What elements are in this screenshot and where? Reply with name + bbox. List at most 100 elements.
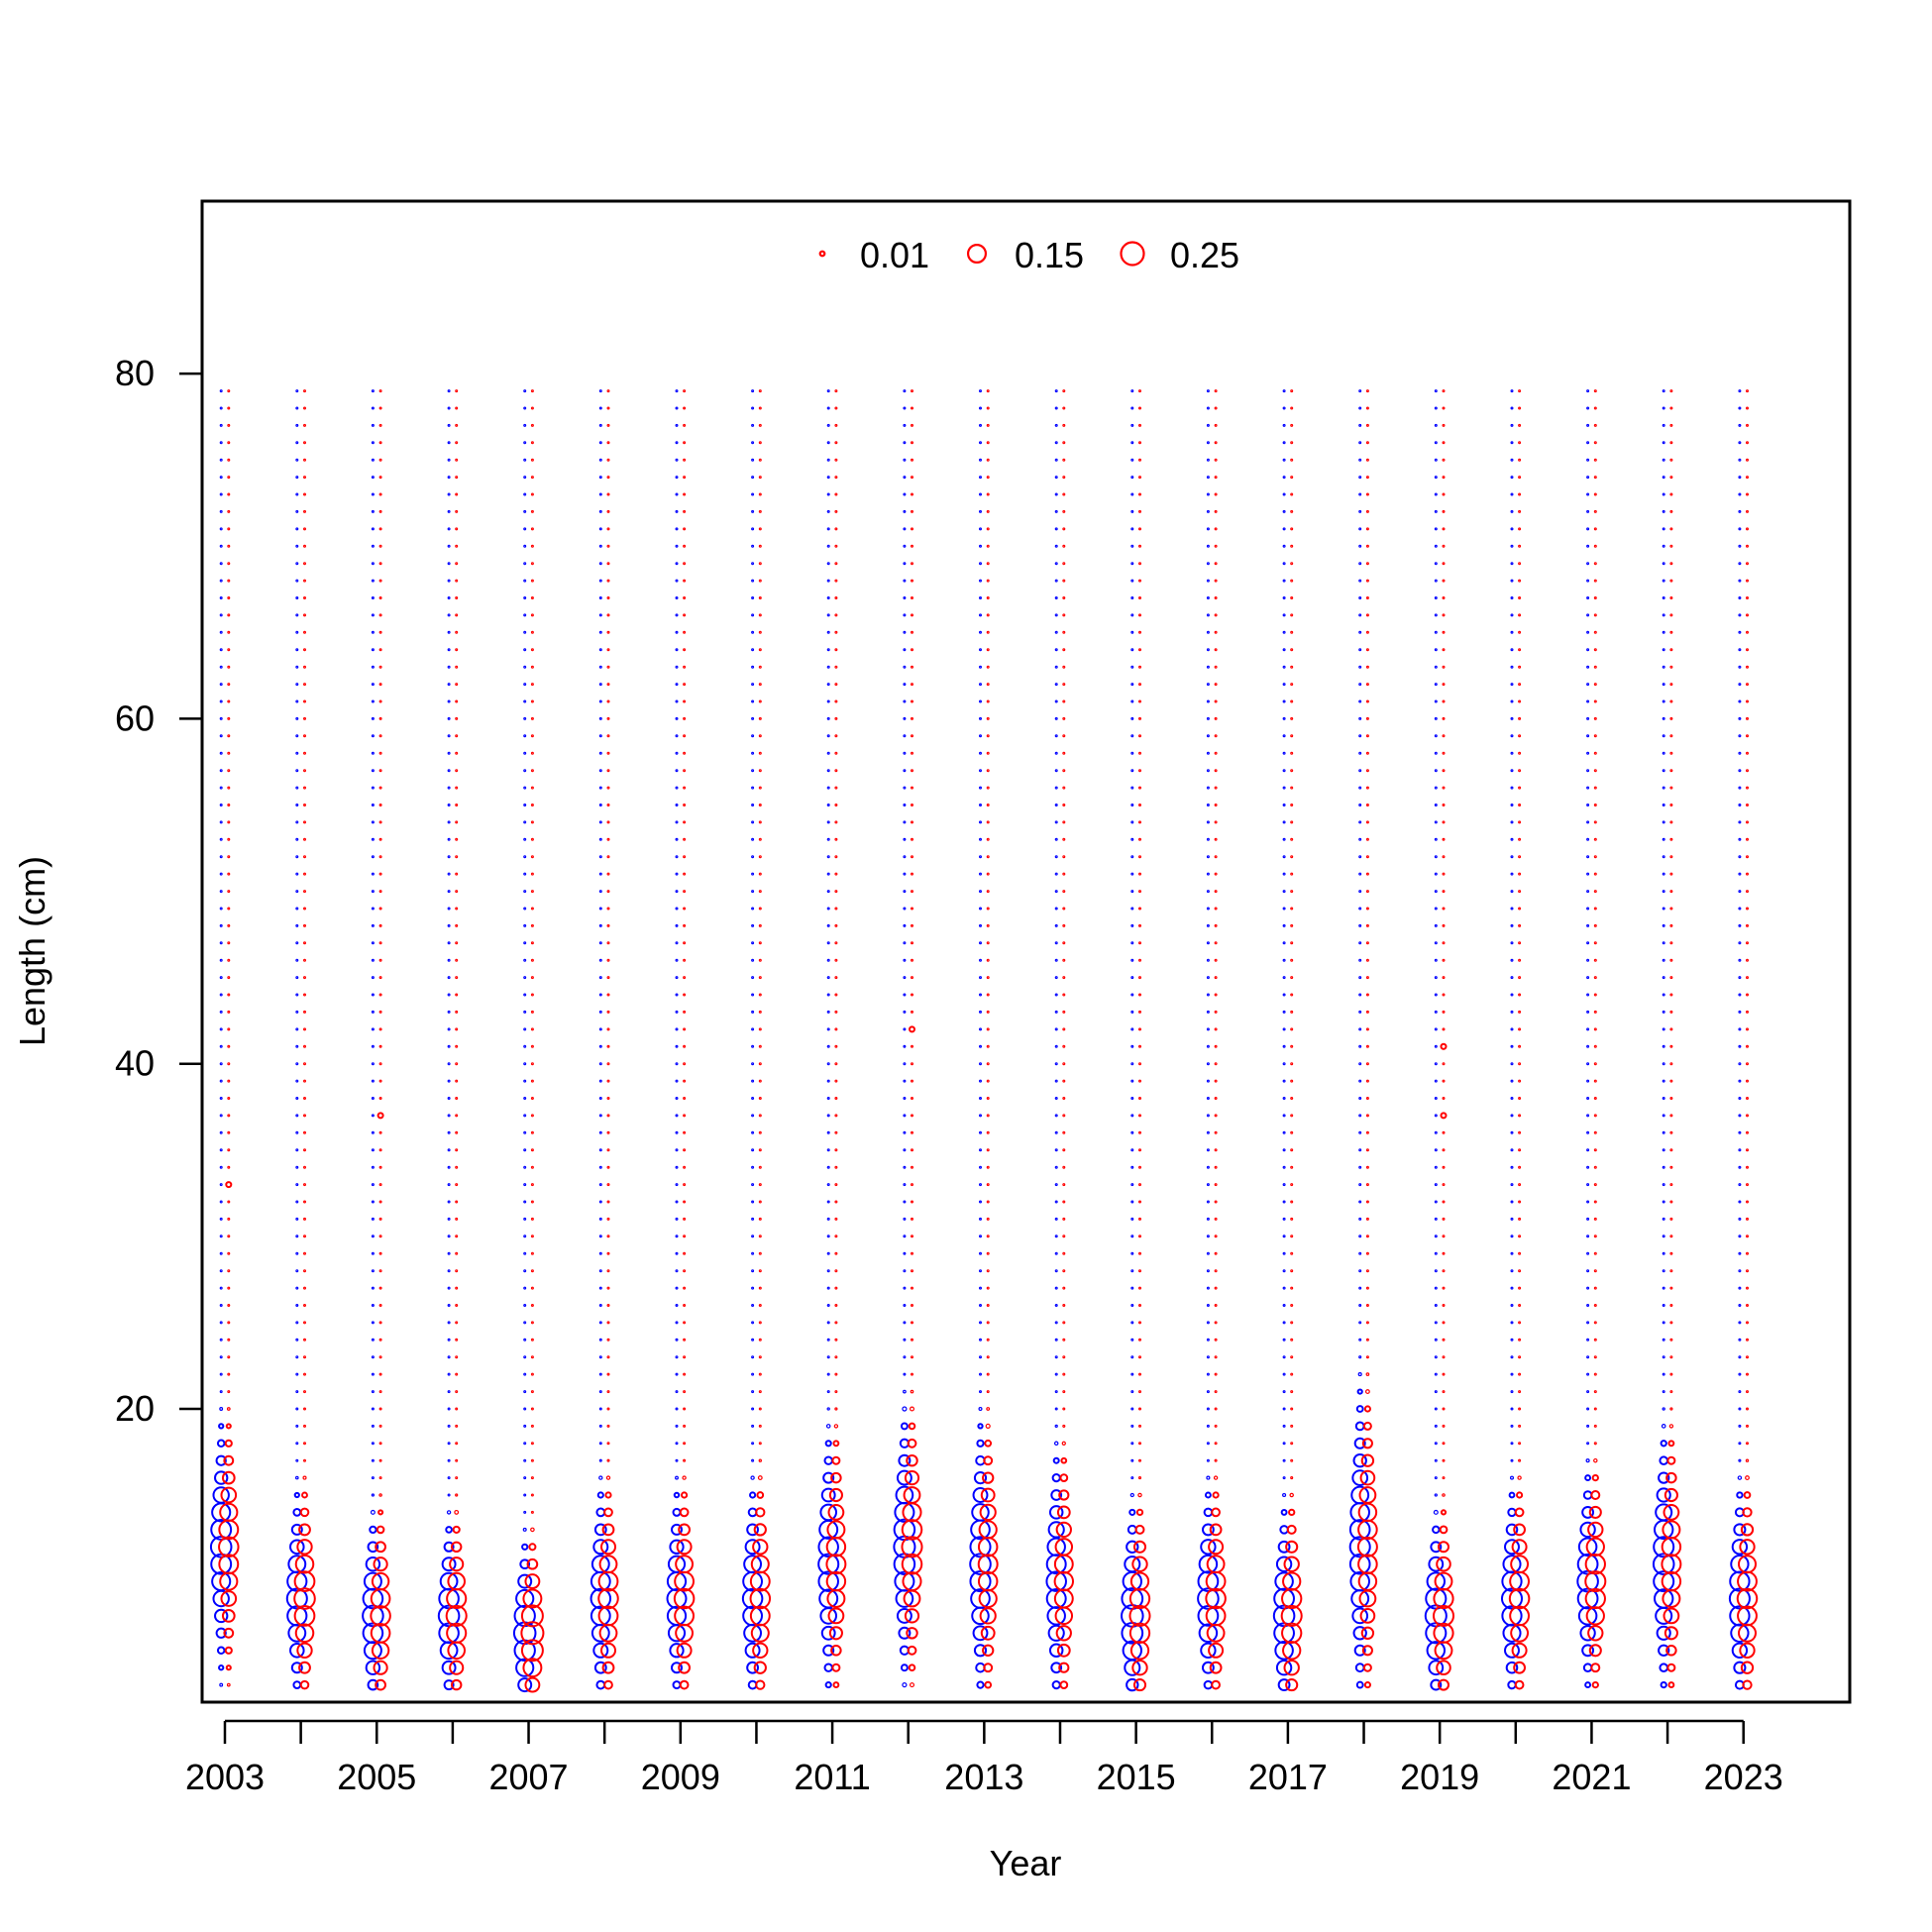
bubble-point xyxy=(1198,1554,1219,1574)
bubble-point xyxy=(683,1183,687,1187)
bubble-point xyxy=(1593,1148,1597,1152)
bubble-point xyxy=(598,855,602,859)
bubble-point xyxy=(1518,1321,1522,1325)
bubble-point xyxy=(826,716,830,720)
bubble-point xyxy=(986,406,990,410)
bubble-point xyxy=(1442,441,1446,445)
bubble-point xyxy=(903,976,907,980)
bubble-point xyxy=(227,1251,231,1255)
bubble-point xyxy=(1586,630,1590,634)
bubble-point xyxy=(1206,1372,1210,1376)
bubble-point xyxy=(371,683,375,687)
bubble-point xyxy=(227,941,231,945)
bubble-point xyxy=(1434,1217,1438,1221)
bubble-point xyxy=(447,734,451,738)
bubble-point xyxy=(447,683,451,687)
bubble-point xyxy=(598,1200,602,1204)
bubble-point xyxy=(454,1509,460,1515)
bubble-point xyxy=(606,406,610,410)
bubble-point xyxy=(980,1487,996,1503)
bubble-point xyxy=(447,492,451,496)
bubble-point xyxy=(1290,855,1294,859)
bubble-point xyxy=(1283,1556,1300,1572)
bubble-point xyxy=(1062,976,1066,980)
bubble-point xyxy=(606,803,610,806)
bubble-point xyxy=(751,1027,755,1031)
bubble-point xyxy=(1593,1424,1597,1428)
bubble-point xyxy=(530,872,534,876)
bubble-point xyxy=(447,1372,451,1376)
bubble-point xyxy=(758,993,762,997)
bubble-point xyxy=(898,1453,912,1467)
bubble-point xyxy=(826,1183,830,1187)
bubble-point xyxy=(1586,1424,1590,1428)
bubble-point xyxy=(1442,837,1446,841)
bubble-point xyxy=(1062,562,1066,566)
bubble-point xyxy=(675,1165,679,1169)
bubble-point xyxy=(1738,1148,1742,1152)
bubble-point xyxy=(530,1510,534,1514)
bubble-point xyxy=(1062,1010,1066,1014)
bubble-point xyxy=(227,1010,231,1014)
bubble-point xyxy=(1593,1251,1597,1255)
bubble-point xyxy=(455,1269,459,1273)
bubble-point xyxy=(910,527,913,531)
bubble-point xyxy=(1290,683,1294,687)
bubble-point xyxy=(1518,1286,1522,1290)
bubble-point xyxy=(1518,1234,1522,1238)
bubble-point xyxy=(1442,803,1446,806)
bubble-point xyxy=(1660,1440,1667,1448)
bubble-point xyxy=(1054,648,1058,652)
bubble-point xyxy=(1442,1390,1446,1394)
bubble-point xyxy=(219,441,223,445)
bubble-point xyxy=(295,441,299,445)
bubble-point xyxy=(598,595,602,599)
bubble-point xyxy=(758,890,762,894)
bubble-point xyxy=(986,595,990,599)
bubble-point xyxy=(1362,1421,1372,1431)
bubble-point xyxy=(969,1536,992,1558)
bubble-point xyxy=(827,1504,845,1521)
bubble-point xyxy=(1358,492,1362,496)
bubble-point xyxy=(447,544,451,548)
bubble-point xyxy=(447,941,451,945)
bubble-point xyxy=(1510,958,1514,962)
bubble-point xyxy=(1442,1286,1446,1290)
bubble-point xyxy=(986,941,990,945)
bubble-point xyxy=(758,837,762,841)
bubble-point xyxy=(1130,1165,1134,1169)
bubble-point xyxy=(523,716,527,720)
bubble-point xyxy=(1586,665,1590,669)
bubble-point xyxy=(590,1605,611,1627)
bubble-point xyxy=(1434,389,1438,393)
bubble-point xyxy=(1593,1200,1597,1204)
bubble-point xyxy=(1434,837,1438,841)
bubble-point xyxy=(903,648,907,652)
bubble-point xyxy=(1738,492,1742,496)
bubble-point xyxy=(1214,1321,1218,1325)
bubble-point xyxy=(744,1642,761,1659)
bubble-point xyxy=(1062,458,1066,462)
bubble-point xyxy=(1282,683,1286,687)
bubble-point xyxy=(903,1044,907,1048)
bubble-point xyxy=(378,648,382,652)
bubble-point xyxy=(606,1096,610,1100)
bubble-point xyxy=(1434,1269,1438,1273)
bubble-point xyxy=(675,423,679,427)
bubble-point xyxy=(751,527,755,531)
bubble-point xyxy=(978,1338,982,1342)
bubble-point xyxy=(1290,734,1294,738)
bubble-point xyxy=(371,734,375,738)
x-tick-label: 2007 xyxy=(488,1757,568,1797)
bubble-point xyxy=(826,803,830,806)
bubble-point xyxy=(1054,1027,1058,1031)
bubble-point xyxy=(1434,562,1438,566)
bubble-point xyxy=(1282,544,1286,548)
bubble-point xyxy=(1738,1372,1742,1376)
bubble-point xyxy=(1518,837,1522,841)
bubble-point xyxy=(1593,751,1597,755)
bubble-point xyxy=(1130,1234,1134,1238)
bubble-point xyxy=(447,1407,451,1411)
bubble-point xyxy=(455,1010,459,1014)
